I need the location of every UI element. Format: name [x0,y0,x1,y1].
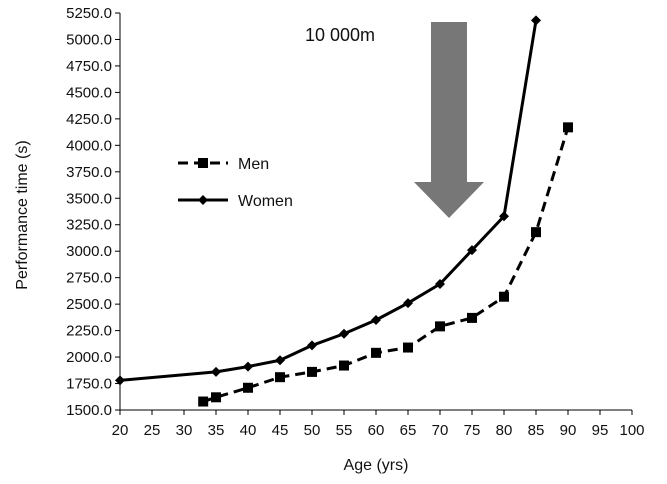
x-tick-label: 65 [400,422,417,439]
data-point-men [499,291,509,302]
x-tick-label: 90 [560,422,577,439]
data-point-men [211,392,221,403]
data-point-women [243,361,253,372]
annotation-arrow [414,22,484,218]
x-tick-label: 75 [464,422,481,439]
y-tick-label: 5250.0 [66,5,112,22]
y-ticks: 1500.0 1750.0 2000.0 2250.0 2500.0 2750.0 3000… [66,5,120,419]
y-tick-label: 1500.0 [66,402,112,419]
y-tick-label: 4250.0 [66,111,112,128]
annotation-label: 10 000m [305,25,375,45]
y-tick-label: 2250.0 [66,323,112,340]
data-point-women [198,195,208,205]
y-tick-label: 1750.0 [66,376,112,393]
y-tick-label: 2500.0 [66,296,112,313]
x-tick-label: 95 [592,422,609,439]
y-tick-label: 3500.0 [66,190,112,207]
y-tick-label: 4000.0 [66,137,112,154]
x-tick-label: 85 [528,422,545,439]
data-point-men [275,372,285,383]
y-tick-label: 2000.0 [66,349,112,366]
x-tick-label: 35 [208,422,225,439]
data-point-women [435,279,445,290]
y-tick-label: 3000.0 [66,243,112,260]
data-point-men [467,312,477,323]
x-ticks: 20 25 30 35 40 45 50 55 60 65 70 75 80 85 90 95 100 [112,410,645,439]
data-point-women [307,340,317,351]
data-point-men [198,396,209,407]
data-point-men [435,321,445,332]
x-tick-label: 100 [619,422,644,439]
data-point-men [531,227,541,238]
y-tick-label: 4500.0 [66,84,112,101]
series-women [115,15,541,386]
data-point-men [403,342,413,353]
down-arrow-icon [414,22,484,218]
data-point-men [243,382,253,393]
series-line-women [119,20,538,382]
x-tick-label: 30 [176,422,193,439]
x-tick-label: 50 [304,422,321,439]
x-tick-label: 80 [496,422,513,439]
data-point-men [307,366,317,377]
data-point-men [339,360,349,371]
x-tick-label: 45 [272,422,289,439]
legend-label: Women [238,193,293,210]
data-point-women [275,355,285,366]
data-point-women [339,328,349,339]
legend: Men Women [178,156,293,210]
data-point-women [403,298,413,309]
data-point-women [211,366,221,377]
x-axis-title: Age (yrs) [344,457,409,474]
y-tick-label: 5000.0 [66,31,112,48]
series-men [198,122,573,407]
series-layer [115,15,573,407]
legend-item-men: Men [178,156,269,173]
data-point-women [531,15,541,26]
data-point-women [499,211,509,222]
data-point-women [371,315,381,326]
data-point-women [467,245,477,256]
data-point-women [115,375,125,386]
y-tick-label: 3250.0 [66,217,112,234]
x-tick-label: 60 [368,422,385,439]
x-tick-label: 25 [144,422,161,439]
data-point-men [371,347,381,358]
legend-item-women: Women [178,193,293,210]
y-axis-title: Performance time (s) [14,140,31,289]
data-point-men [198,158,208,168]
y-tick-label: 2750.0 [66,270,112,287]
x-tick-label: 40 [240,422,257,439]
x-tick-label: 55 [336,422,353,439]
y-tick-label: 4750.0 [66,58,112,75]
x-tick-label: 20 [112,422,129,439]
y-tick-label: 3750.0 [66,164,112,181]
data-point-men [563,122,573,133]
legend-label: Men [238,156,269,173]
x-tick-label: 70 [432,422,449,439]
